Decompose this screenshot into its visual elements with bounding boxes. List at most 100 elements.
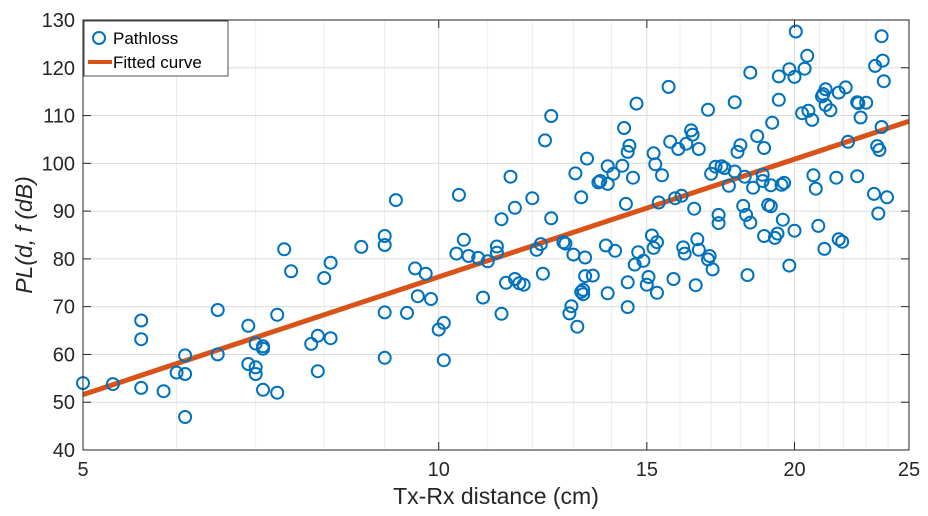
y-tick-labels: 40 50 60 70 80 90 100 110 120 130 xyxy=(42,10,75,462)
pathloss-point xyxy=(270,307,285,322)
pathloss-point xyxy=(787,223,802,238)
pathloss-point xyxy=(317,271,332,285)
pathloss-point xyxy=(797,61,812,76)
pathloss-point xyxy=(210,303,225,317)
pathloss-point xyxy=(210,347,225,362)
pathloss-point xyxy=(641,270,656,284)
pathloss-point xyxy=(451,187,466,202)
pathloss-point xyxy=(489,245,504,260)
pathloss-point xyxy=(636,253,651,268)
pathloss-point xyxy=(593,174,608,188)
legend-box xyxy=(83,20,229,77)
pathloss-point xyxy=(730,144,745,159)
x-axis-label: Tx-Rx distance (cm) xyxy=(393,483,599,509)
legend-label-pathloss: Pathloss xyxy=(113,29,178,48)
pathloss-point xyxy=(558,236,573,251)
pathloss-point xyxy=(770,226,785,241)
pathloss-point xyxy=(743,215,758,230)
pathloss-point xyxy=(850,169,865,184)
pathloss-point xyxy=(178,410,193,424)
pathloss-point xyxy=(757,141,772,155)
pathloss-point xyxy=(564,299,579,314)
pathloss-point xyxy=(651,195,666,210)
pathloss-point xyxy=(408,261,423,276)
pathloss-point xyxy=(436,315,451,330)
pathloss-point xyxy=(721,178,736,193)
y-tick-label: 120 xyxy=(42,58,75,80)
pathloss-point xyxy=(727,95,742,110)
pathloss-point xyxy=(377,229,392,243)
pathloss-point xyxy=(787,69,802,84)
pathloss-point xyxy=(867,186,881,201)
pathloss-point xyxy=(169,365,184,380)
pathloss-point xyxy=(480,254,495,269)
x-tick-labels: 5 10 15 20 25 xyxy=(77,459,920,481)
pathloss-point xyxy=(516,277,531,292)
y-tick-label: 50 xyxy=(53,392,75,414)
pathloss-point xyxy=(525,191,540,206)
pathloss-point xyxy=(248,367,263,381)
pathloss-point xyxy=(774,177,789,192)
pathloss-point xyxy=(248,360,263,375)
pathloss-point xyxy=(763,199,778,214)
pathloss-point xyxy=(874,120,889,134)
pathloss-point xyxy=(676,240,691,255)
pathloss-point xyxy=(841,134,855,149)
pathloss-point xyxy=(620,300,635,315)
pathloss-point xyxy=(777,175,792,190)
pathloss-point xyxy=(875,53,890,68)
y-tick-label: 60 xyxy=(53,344,75,366)
pathloss-point xyxy=(874,29,889,44)
pathloss-point xyxy=(705,262,720,277)
y-tick-label: 100 xyxy=(42,153,75,175)
pathloss-point xyxy=(702,249,717,263)
pathloss-point xyxy=(701,102,715,117)
pathloss-point xyxy=(655,168,669,183)
y-tick-label: 90 xyxy=(53,201,75,223)
pathloss-point xyxy=(578,269,593,284)
pathloss-point xyxy=(711,207,726,222)
plot-frame xyxy=(82,19,910,451)
pathloss-point xyxy=(418,266,433,281)
pathloss-point xyxy=(737,169,752,184)
pathloss-point xyxy=(377,350,392,365)
pathloss-point xyxy=(570,319,585,334)
pathloss-points-layer xyxy=(76,24,894,424)
pathloss-point xyxy=(310,364,325,379)
pathloss-point xyxy=(859,95,874,110)
pathloss-point xyxy=(400,305,414,320)
pathloss-point xyxy=(733,138,748,153)
pathloss-point xyxy=(648,157,663,172)
pathloss-point xyxy=(562,306,577,321)
x-tick-label: 10 xyxy=(428,459,450,481)
pathloss-point xyxy=(740,268,755,283)
pathloss-point xyxy=(806,168,821,183)
pathloss-point xyxy=(323,331,338,346)
pathloss-point xyxy=(576,287,591,302)
pathloss-point xyxy=(788,24,803,39)
pathloss-point xyxy=(838,80,853,95)
pathloss-point xyxy=(808,181,823,196)
pathloss-point xyxy=(574,284,589,299)
pathloss-point xyxy=(615,158,630,173)
pathloss-point xyxy=(755,174,770,188)
legend-marker-pathloss xyxy=(92,31,106,45)
pathloss-point xyxy=(476,290,490,305)
pathloss-point xyxy=(578,250,593,265)
pathloss-point xyxy=(755,167,770,182)
pathloss-point xyxy=(746,180,761,195)
pathloss-point xyxy=(241,318,256,333)
y-axis-label: PL(d, f (dB) xyxy=(11,176,37,294)
pathloss-point xyxy=(626,170,640,185)
y-tick-label: 80 xyxy=(53,249,75,271)
pathloss-point xyxy=(600,286,615,301)
pathloss-point xyxy=(377,305,392,320)
pathloss-point xyxy=(622,138,637,153)
pathloss-point xyxy=(580,151,594,166)
pathloss-point xyxy=(606,166,621,181)
pathloss-point xyxy=(818,82,833,97)
pathloss-point xyxy=(134,332,149,347)
y-tick-label: 130 xyxy=(42,10,75,32)
pathloss-point xyxy=(871,206,886,221)
pathloss-point xyxy=(829,170,844,185)
